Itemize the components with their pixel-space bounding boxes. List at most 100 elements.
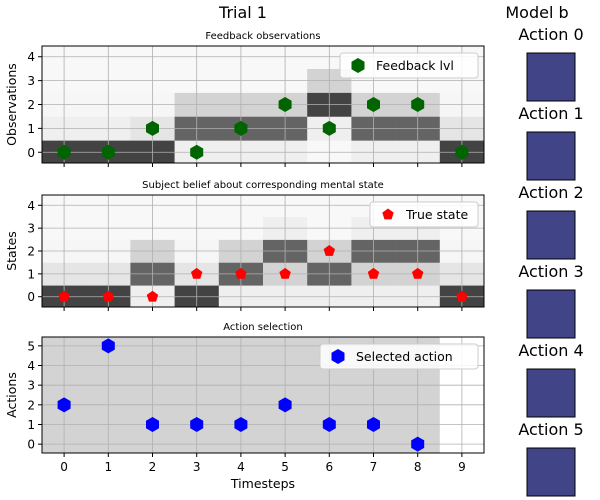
y-axis-label: Actions (4, 372, 19, 418)
x-tick-label: 3 (193, 460, 201, 474)
legend-marker (382, 208, 394, 220)
panel-title: Feedback observations (205, 31, 320, 42)
data-point (58, 290, 70, 302)
data-point (455, 144, 469, 160)
action-item-5: Action 5 (518, 420, 584, 497)
data-point (411, 97, 425, 112)
y-tick-label: 4 (27, 359, 35, 373)
action-swatch (526, 368, 576, 418)
action-label: Action 4 (518, 341, 583, 360)
legend-label: Selected action (356, 349, 453, 364)
action-label: Action 1 (518, 104, 583, 123)
y-tick-label: 0 (27, 290, 35, 304)
data-point (278, 97, 292, 112)
series-1 (57, 338, 425, 452)
y-tick-label: 3 (27, 379, 35, 393)
action-swatch (526, 210, 576, 260)
action-swatch (526, 131, 576, 181)
action-swatch (526, 289, 576, 339)
action-item-4: Action 4 (518, 341, 584, 418)
y-tick-label: 4 (27, 50, 35, 64)
legend-box (339, 52, 479, 79)
x-tick-label: 5 (281, 460, 289, 474)
y-tick-label: 0 (27, 146, 35, 160)
x-tick-label: 7 (370, 460, 378, 474)
data-point (235, 267, 247, 279)
y-tick-label: 3 (27, 74, 35, 88)
legend-marker (331, 349, 345, 364)
panel-title: Subject belief about corresponding menta… (142, 180, 384, 191)
action-item-2: Action 2 (518, 183, 584, 260)
figure-title: Trial 1 (218, 3, 267, 22)
data-point (190, 416, 204, 432)
data-point (190, 267, 203, 279)
x-tick-label: 6 (325, 460, 333, 474)
series-1 (58, 245, 468, 302)
x-tick-label: 2 (149, 460, 157, 474)
legend-label: True state (405, 207, 468, 222)
y-tick-label: 1 (27, 267, 35, 281)
y-tick-label: 3 (27, 222, 35, 236)
chart-panel-2: 0 1 2 3 4 Subject belief about corresponding … (4, 180, 485, 311)
chart-panel-3: 0 1 2 3 4 5 6 7 8 9 0 1 2 3 4 5 Action selection Actions T… (4, 322, 485, 491)
data-point (367, 267, 380, 279)
y-tick-label: 1 (27, 122, 35, 136)
data-point (456, 290, 468, 302)
y-axis-label: States (4, 231, 19, 271)
data-point (367, 416, 380, 432)
y-tick-label: 4 (27, 199, 35, 213)
data-point (57, 397, 71, 413)
data-point (102, 290, 115, 302)
y-tick-label: 5 (27, 339, 35, 353)
chart-panel-1: 0 1 2 3 4 Feedback observations Observations Fe… (4, 31, 485, 167)
data-point (323, 245, 336, 256)
data-point (234, 416, 248, 432)
x-tick-label: 4 (237, 460, 245, 474)
data-point (278, 397, 292, 413)
chart-panels: 0 1 2 3 4 Feedback observations Observations Fe… (4, 31, 485, 491)
action-label: Action 5 (518, 420, 583, 439)
legend-marker (351, 58, 365, 73)
action-swatch (526, 447, 576, 497)
legend-box (319, 343, 479, 370)
data-point (322, 416, 336, 432)
legend-label: Feedback lvl (376, 58, 454, 73)
legend: Feedback lvl (339, 52, 479, 79)
y-tick-label: 2 (27, 245, 35, 259)
data-point (279, 267, 291, 279)
data-point (146, 290, 159, 302)
data-point (101, 338, 115, 354)
data-point (190, 144, 204, 160)
legend: True state (369, 201, 479, 228)
y-axis-label: Observations (4, 63, 19, 146)
x-tick-label: 8 (414, 460, 422, 474)
action-label: Action 0 (518, 25, 583, 44)
side-title: Model b (505, 3, 568, 22)
data-point (146, 416, 159, 432)
plot-frame (41, 336, 485, 454)
y-tick-label: 2 (27, 98, 35, 112)
data-point (322, 120, 336, 136)
action-swatch (526, 52, 576, 102)
data-point (57, 144, 71, 160)
x-tick-label: 1 (104, 460, 112, 474)
x-tick-label: 9 (458, 460, 466, 474)
data-point (411, 267, 424, 279)
x-tick-label: 0 (60, 460, 68, 474)
data-point (146, 120, 159, 136)
action-label: Action 2 (518, 183, 583, 202)
action-item-3: Action 3 (518, 262, 584, 339)
data-point (101, 144, 115, 160)
y-tick-label: 0 (27, 438, 35, 452)
legend-box (369, 201, 479, 228)
y-tick-label: 1 (27, 418, 35, 432)
action-label: Action 3 (518, 262, 583, 281)
panel-title: Action selection (223, 322, 302, 333)
data-point (367, 97, 380, 112)
action-side-panel: Action 0 Action 1 Action 2 Action 3 Action 4… (518, 25, 584, 497)
legend: Selected action (319, 343, 479, 370)
data-point (234, 120, 248, 136)
y-tick-label: 2 (27, 398, 35, 412)
data-point (411, 436, 425, 452)
